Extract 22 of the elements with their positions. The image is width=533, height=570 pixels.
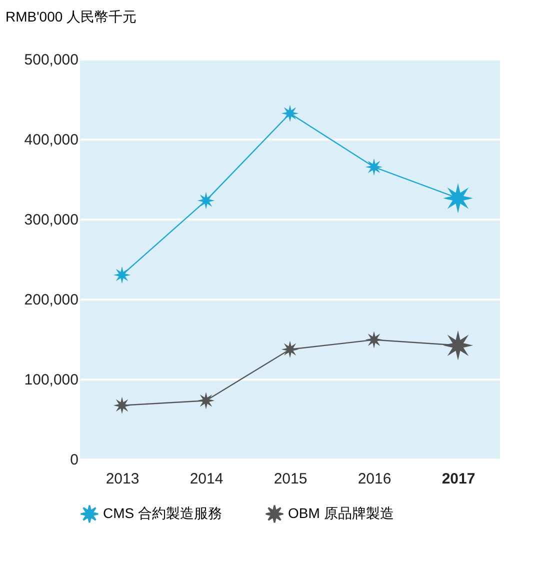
x-tick-label: 2015 xyxy=(274,470,308,488)
point xyxy=(365,158,383,176)
point xyxy=(113,396,131,414)
point xyxy=(281,340,299,358)
legend-label: OBM 原品牌製造 xyxy=(288,504,394,521)
x-tick-label: 2014 xyxy=(190,470,224,488)
x-tick-label: 2017 xyxy=(442,470,476,488)
point xyxy=(281,104,299,122)
y-tick-label: 100,000 xyxy=(24,372,78,388)
y-tick-label: 300,000 xyxy=(24,212,78,228)
point xyxy=(365,331,383,348)
legend-label: CMS 合約製造服務 xyxy=(103,504,222,521)
y-tick-label: 400,000 xyxy=(24,132,78,148)
y-tick-label: 500,000 xyxy=(24,52,78,68)
point xyxy=(197,192,215,210)
y-axis-title: RMB'000 人民幣千元 xyxy=(6,8,137,24)
x-tick-label: 2016 xyxy=(358,470,392,488)
y-tick-label: 0 xyxy=(70,452,78,468)
y-tick-label: 200,000 xyxy=(24,292,78,308)
x-tick-label: 2013 xyxy=(106,470,140,488)
point xyxy=(113,266,131,284)
point xyxy=(197,392,215,410)
